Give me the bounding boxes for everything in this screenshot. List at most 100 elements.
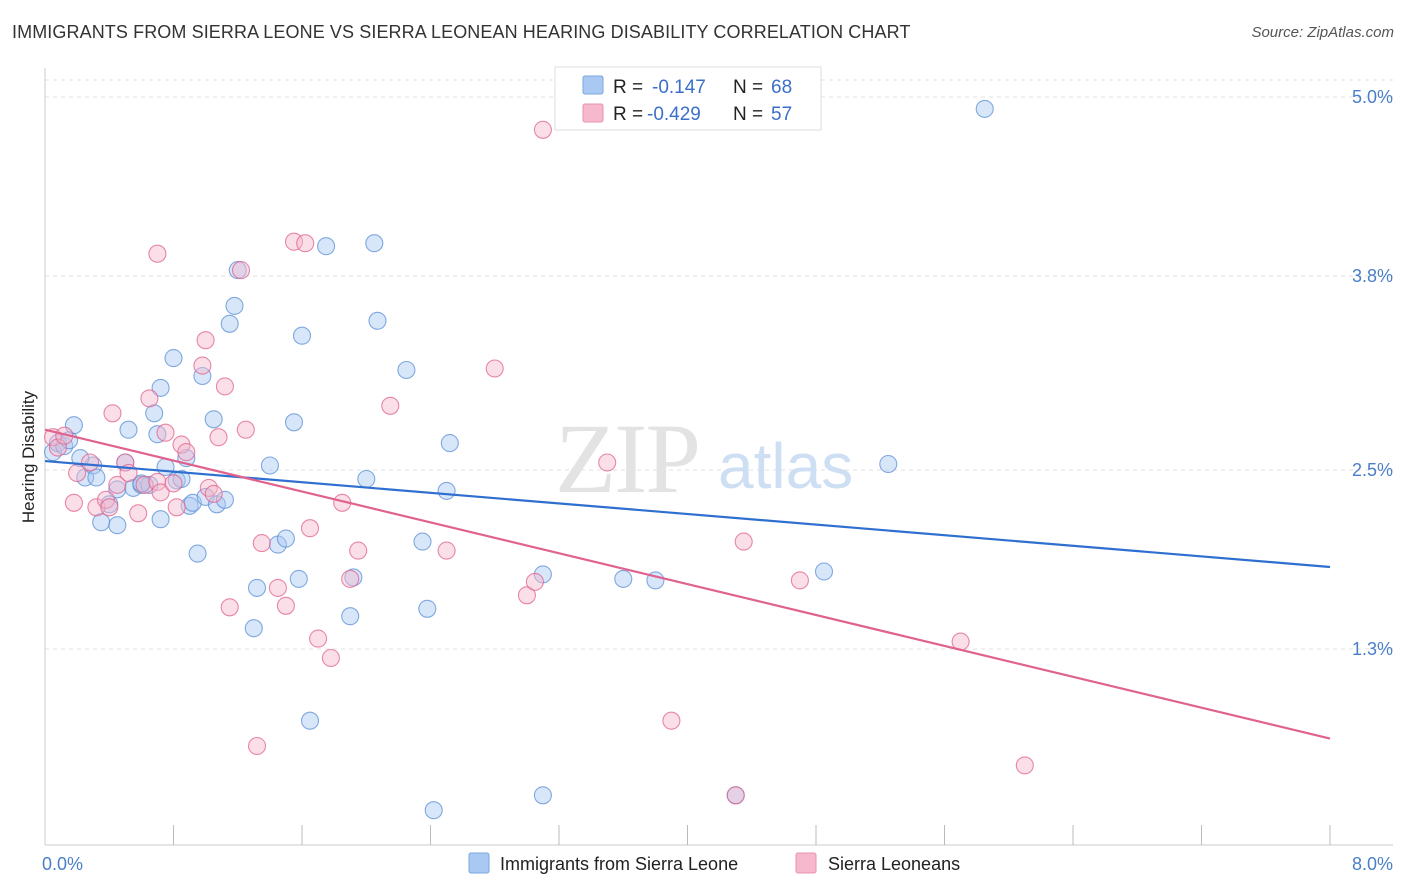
data-point <box>975 99 994 118</box>
data-point <box>164 474 183 493</box>
data-point <box>151 483 170 502</box>
legend-swatch-sierra-leoneans <box>582 103 604 123</box>
data-point <box>180 496 199 515</box>
data-point <box>64 493 83 512</box>
data-point <box>413 532 432 551</box>
data-point <box>100 498 119 517</box>
legend-n-label-1: N = <box>733 77 763 98</box>
data-point <box>284 413 304 432</box>
data-point <box>244 619 263 638</box>
legend-n-label-2: N = <box>733 104 763 125</box>
data-point <box>129 504 148 523</box>
data-point <box>321 648 340 668</box>
data-point <box>231 261 251 280</box>
data-point <box>437 481 456 500</box>
legend-r-value-1: -0.147 <box>652 77 706 98</box>
y-axis-label: Hearing Disability <box>19 390 38 523</box>
data-point <box>726 786 745 805</box>
data-point <box>119 420 138 439</box>
series-legend-swatch-sierra-leoneans <box>795 852 817 874</box>
legend-n-value-1: 68 <box>771 77 792 98</box>
data-point <box>300 519 320 538</box>
data-point <box>220 598 239 617</box>
trend-lines <box>44 428 1331 740</box>
data-point <box>485 359 504 378</box>
y-tick-label: 2.5% <box>1352 460 1393 480</box>
trend-line-immigrants <box>44 459 1331 569</box>
chart-title: IMMIGRANTS FROM SIERRA LEONE VS SIERRA L… <box>12 22 911 42</box>
data-point <box>879 454 898 474</box>
data-point <box>103 404 122 423</box>
series-legend-label-immigrants: Immigrants from Sierra Leone <box>500 854 738 874</box>
data-point <box>296 234 315 253</box>
data-point <box>204 410 223 429</box>
data-point <box>215 377 234 396</box>
data-point <box>156 423 175 442</box>
y-tick-label: 3.8% <box>1352 266 1393 286</box>
data-point <box>193 366 212 386</box>
data-point <box>276 596 295 615</box>
grid-lines <box>45 79 1393 650</box>
data-point <box>344 568 363 587</box>
data-point <box>252 534 271 553</box>
data-point <box>525 572 544 591</box>
data-point <box>196 331 215 350</box>
data-point <box>225 296 244 315</box>
stats-legend: R = -0.147 N = 68 R = -0.429 N = 57 <box>554 66 822 131</box>
data-point <box>260 456 279 475</box>
legend-r-label-2: R = <box>613 104 643 125</box>
data-point <box>418 599 437 618</box>
source-label: Source: ZipAtlas.com <box>1251 24 1394 41</box>
data-point <box>148 472 167 491</box>
data-point <box>289 569 308 588</box>
data-point <box>167 498 186 517</box>
data-point <box>309 629 328 648</box>
watermark-zip: ZIP <box>555 403 699 514</box>
data-point <box>614 569 633 588</box>
axes <box>44 68 1393 846</box>
data-point <box>108 475 127 494</box>
data-point <box>533 120 552 139</box>
data-point <box>341 569 360 588</box>
x-tick-label-max: 8.0% <box>1352 854 1393 874</box>
data-point <box>108 480 127 499</box>
data-point <box>247 578 267 597</box>
data-point <box>87 468 106 487</box>
series-sierra-leoneans <box>43 120 1034 805</box>
data-point <box>151 510 170 529</box>
data-point <box>734 532 753 551</box>
data-point <box>48 438 67 457</box>
data-point <box>247 736 267 756</box>
data-point <box>193 356 212 375</box>
data-point <box>365 234 384 253</box>
legend-r-label-1: R = <box>613 77 643 98</box>
data-point <box>151 378 170 397</box>
data-point <box>790 571 809 590</box>
data-point <box>368 311 387 330</box>
legend-swatch-immigrants <box>582 75 604 95</box>
y-tick-label: 5.0% <box>1352 87 1393 107</box>
x-ticks <box>173 825 1331 845</box>
data-point <box>177 443 196 462</box>
data-point <box>1015 756 1034 775</box>
data-point <box>71 449 90 468</box>
data-point <box>814 562 834 581</box>
data-point <box>598 453 617 472</box>
watermark: ZIP atlas <box>555 403 853 514</box>
data-point <box>276 529 295 548</box>
data-points <box>43 99 1034 820</box>
data-point <box>80 453 100 472</box>
data-point <box>317 237 336 256</box>
data-point <box>357 469 376 489</box>
x-tick-label-min: 0.0% <box>42 854 83 874</box>
data-point <box>349 541 368 560</box>
data-point <box>300 711 320 730</box>
series-immigrants <box>43 99 994 820</box>
series-legend-label-sierra-leoneans: Sierra Leoneans <box>828 854 960 874</box>
data-point <box>199 478 218 497</box>
y-tick-label: 1.3% <box>1352 639 1393 659</box>
data-point <box>164 349 183 368</box>
data-point <box>132 474 151 493</box>
legend-r-value-2: -0.429 <box>647 104 701 125</box>
series-legend-swatch-immigrants <box>468 852 490 874</box>
